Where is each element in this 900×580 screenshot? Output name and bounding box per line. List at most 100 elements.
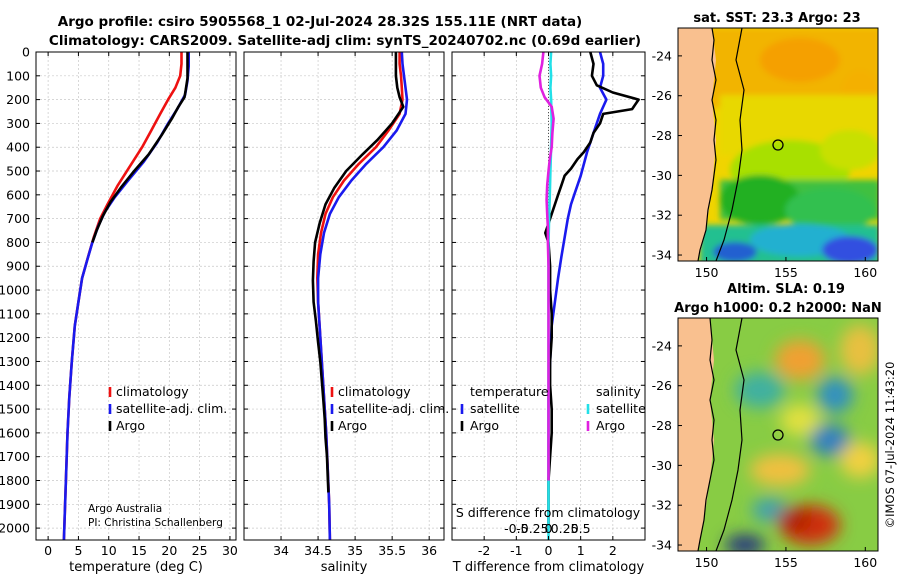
x-tick-label: 35.5 bbox=[378, 543, 406, 558]
y-tick-label: 500 bbox=[6, 164, 30, 179]
s-tick-label: 0 bbox=[545, 521, 553, 536]
map-y-tick-label: -32 bbox=[652, 498, 672, 513]
s-tick-label: -0.5 bbox=[504, 521, 528, 536]
map-y-tick-label: -28 bbox=[652, 128, 672, 143]
sla-land bbox=[678, 318, 714, 551]
y-tick-label: 0 bbox=[22, 45, 30, 60]
y-tick-label: 1300 bbox=[0, 354, 30, 369]
x-tick-label: 1 bbox=[577, 543, 585, 558]
top-axis-label: S difference from climatology bbox=[456, 505, 641, 520]
legend-label: Argo bbox=[116, 418, 145, 433]
map-y-tick-label: -26 bbox=[652, 88, 672, 103]
sst-cold-patch bbox=[713, 242, 757, 261]
map-x-tick-label: 155 bbox=[774, 265, 798, 280]
y-tick-label: 1600 bbox=[0, 425, 30, 440]
legend-label: satellite bbox=[470, 401, 520, 416]
map-x-tick-label: 160 bbox=[853, 555, 877, 570]
x-tick-label: 10 bbox=[101, 543, 117, 558]
sst-land bbox=[678, 28, 716, 261]
x-tick-label: 34.5 bbox=[304, 543, 332, 558]
sst-field bbox=[700, 28, 878, 261]
map-y-tick-label: -26 bbox=[652, 378, 672, 393]
map-y-tick-label: -24 bbox=[652, 338, 672, 353]
x-tick-label: 36 bbox=[421, 543, 437, 558]
temperature-plot-area bbox=[36, 52, 236, 540]
sla-map: 150 155 160 -24 -26 -28 -30 -32 -34 bbox=[652, 317, 879, 570]
x-tick-label: 25 bbox=[192, 543, 208, 558]
salinity-plot-area bbox=[244, 52, 444, 540]
y-tick-label: 300 bbox=[6, 116, 30, 131]
map-x-tick-label: 150 bbox=[695, 555, 719, 570]
legend-title-salinity: salinity bbox=[596, 384, 641, 399]
map-x-tick-label: 150 bbox=[695, 265, 719, 280]
difference-series-salinity-argo bbox=[538, 52, 555, 481]
y-tick-label: 100 bbox=[6, 68, 30, 83]
x-axis-label: salinity bbox=[321, 560, 368, 575]
salinity-frame bbox=[243, 51, 445, 541]
legend-title-temperature: temperature bbox=[470, 384, 549, 399]
map-y-tick-label: -28 bbox=[652, 418, 672, 433]
sst-orange-patch bbox=[760, 38, 840, 82]
legend-label: climatology bbox=[116, 384, 189, 399]
sla-shelf-contour bbox=[715, 318, 745, 551]
y-tick-label: 400 bbox=[6, 140, 30, 155]
sst-argo-position-marker bbox=[772, 139, 784, 151]
sst-map-frame bbox=[677, 27, 879, 262]
x-tick-label: 0 bbox=[545, 543, 553, 558]
temperature-panel: 0 5 10 15 20 25 30 temperature (deg C) 0 100 200 30… bbox=[0, 45, 238, 576]
x-tick-label: 35 bbox=[347, 543, 363, 558]
y-tick-label: 1900 bbox=[0, 497, 30, 512]
sla-low-patch bbox=[817, 377, 853, 413]
sla-coastline bbox=[697, 318, 715, 551]
legend-label: climatology bbox=[338, 384, 411, 399]
sst-green-patch bbox=[720, 175, 800, 225]
sla-strong-low-patch bbox=[725, 535, 765, 551]
legend-label: Argo bbox=[338, 418, 367, 433]
map-y-tick-label: -24 bbox=[652, 48, 672, 63]
s-tick-label: 0.25 bbox=[551, 521, 579, 536]
x-tick-label: 30 bbox=[222, 543, 238, 558]
sst-map-ticks: 150 155 160 -24 -26 -28 -30 -32 -34 bbox=[652, 48, 878, 280]
sla-high-patch bbox=[780, 404, 820, 436]
salinity-series-argo bbox=[311, 52, 405, 493]
sst-lime-patch bbox=[820, 130, 878, 170]
sst-map-title: sat. SST: 23.3 Argo: 23 bbox=[693, 11, 860, 26]
y-tick-label: 1800 bbox=[0, 473, 30, 488]
temperature-series-argo bbox=[91, 52, 189, 243]
sla-high-patch bbox=[775, 340, 825, 380]
map-y-tick-label: -30 bbox=[652, 168, 672, 183]
imos-watermark: ©IMOS 07-Jul-2024 11:43:20 bbox=[883, 362, 897, 529]
y-tick-label: 200 bbox=[6, 92, 30, 107]
credit-line1: Argo Australia bbox=[88, 503, 162, 515]
x-axis-label: temperature (deg C) bbox=[69, 560, 203, 575]
x-tick-label: 2 bbox=[609, 543, 617, 558]
y-tick-label: 900 bbox=[6, 259, 30, 274]
map-x-tick-label: 160 bbox=[853, 265, 877, 280]
sla-high-patch bbox=[840, 325, 878, 375]
sla-field bbox=[725, 325, 878, 551]
y-tick-label: 800 bbox=[6, 235, 30, 250]
x-tick-label: 15 bbox=[131, 543, 147, 558]
figure-title-line2: Climatology: CARS2009. Satellite-adj cli… bbox=[49, 33, 641, 49]
legend-label: satellite-adj. clim. bbox=[116, 401, 227, 416]
sst-green-patch bbox=[785, 188, 875, 232]
map-y-tick-label: -32 bbox=[652, 208, 672, 223]
sla-map-ticks: 150 155 160 -24 -26 -28 -30 -32 -34 bbox=[652, 338, 878, 570]
x-axis-label: T difference from climatology bbox=[452, 560, 645, 575]
legend-label: satellite-adj. clim. bbox=[338, 401, 449, 416]
figure-title-line1: Argo profile: csiro 5905568_1 02-Jul-202… bbox=[58, 14, 582, 30]
y-tick-label: 1500 bbox=[0, 402, 30, 417]
temperature-frame bbox=[35, 51, 237, 541]
y-tick-label: 2000 bbox=[0, 521, 30, 536]
legend-label: Argo bbox=[470, 418, 499, 433]
x-tick-label: -2 bbox=[478, 543, 490, 558]
sla-argo-position-marker bbox=[772, 429, 784, 441]
map-y-tick-label: -34 bbox=[652, 538, 672, 553]
difference-series-group bbox=[538, 52, 640, 540]
map-x-tick-label: 155 bbox=[774, 555, 798, 570]
map-y-tick-label: -34 bbox=[652, 248, 672, 263]
y-tick-label: 600 bbox=[6, 187, 30, 202]
sla-map-title-line1: Altim. SLA: 0.19 bbox=[727, 282, 845, 297]
map-y-tick-label: -30 bbox=[652, 458, 672, 473]
